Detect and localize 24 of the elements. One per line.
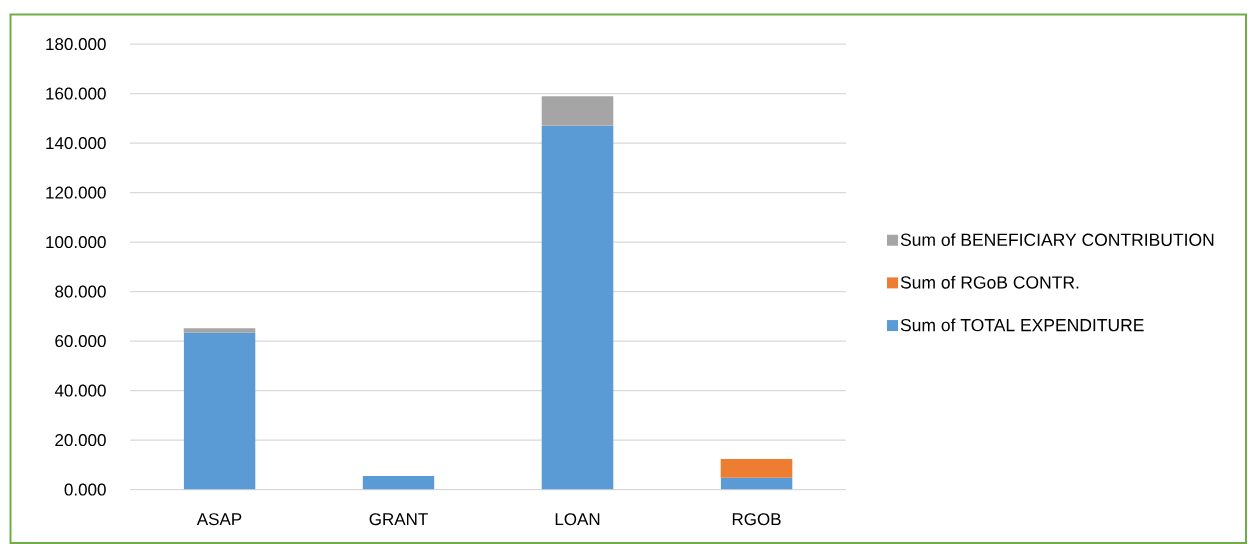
legend-label: Sum of BENEFICIARY CONTRIBUTION bbox=[900, 233, 1214, 246]
y-tick-label: 180.000 bbox=[46, 38, 106, 51]
y-tick-label: 80.000 bbox=[55, 285, 106, 298]
bar bbox=[541, 96, 614, 126]
bar bbox=[720, 477, 793, 490]
x-tick-label: LOAN bbox=[555, 513, 600, 526]
y-tick-label: 60.000 bbox=[55, 335, 106, 348]
y-tick-label: 120.000 bbox=[46, 186, 106, 199]
x-tick-label: ASAP bbox=[196, 513, 242, 526]
y-tick-label: 40.000 bbox=[54, 384, 106, 397]
legend-label: Sum of RGoB CONTR. bbox=[900, 275, 1079, 289]
y-tick-label: 20.000 bbox=[55, 434, 106, 447]
bar bbox=[720, 458, 793, 478]
y-tick-label: 140.000 bbox=[46, 137, 106, 150]
bar bbox=[362, 475, 435, 490]
y-tick-label: 0.000 bbox=[64, 483, 106, 496]
y-tick-label: 100.000 bbox=[46, 236, 106, 249]
x-tick-label: RGOB bbox=[732, 513, 781, 526]
legend-label: Sum of TOTAL EXPENDITURE bbox=[900, 318, 1144, 332]
x-tick-label: GRANT bbox=[369, 513, 428, 526]
bar bbox=[541, 125, 614, 490]
bar bbox=[183, 328, 256, 333]
bar bbox=[183, 332, 256, 490]
y-tick-label: 160.000 bbox=[46, 87, 106, 100]
